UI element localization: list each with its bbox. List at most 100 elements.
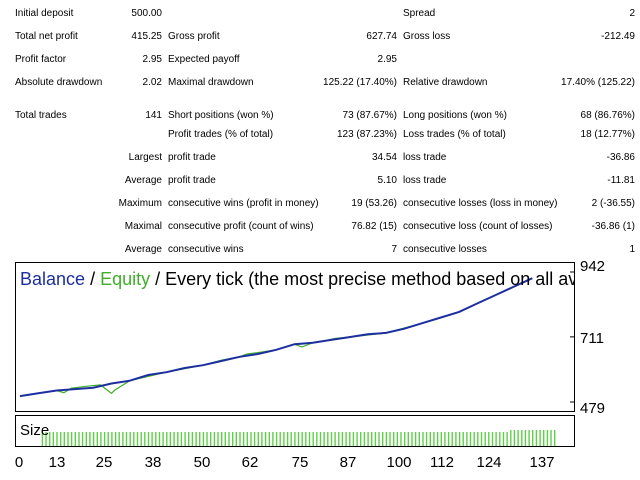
size-bar xyxy=(539,430,541,446)
report-label: Total net profit xyxy=(15,31,78,42)
size-bar xyxy=(389,432,391,446)
report-label: Profit trades (% of total) xyxy=(168,129,274,140)
size-bar xyxy=(144,432,146,446)
size-bar xyxy=(458,432,461,446)
report-label: consecutive losses (loss in money) xyxy=(403,198,558,209)
size-bar xyxy=(374,432,377,446)
size-bar xyxy=(169,432,172,446)
size-bar xyxy=(239,432,241,446)
report-value: 7 xyxy=(391,244,397,255)
size-bar xyxy=(155,432,157,446)
size-bar xyxy=(444,432,446,446)
size-bar xyxy=(513,430,516,446)
size-bar xyxy=(246,432,248,446)
size-bar xyxy=(111,432,113,446)
size-bar xyxy=(74,432,76,446)
size-bar xyxy=(151,432,153,446)
report-value: 415.25 xyxy=(131,31,162,42)
x-tick-label: 100 xyxy=(386,454,412,471)
size-bar xyxy=(532,430,534,446)
size-bar xyxy=(502,432,505,446)
size-bar xyxy=(378,432,380,446)
size-bar xyxy=(89,432,91,446)
size-bar xyxy=(180,432,183,446)
size-bar xyxy=(312,432,314,446)
report-label: Long positions (won %) xyxy=(403,110,507,121)
size-bar xyxy=(554,430,556,446)
size-bar xyxy=(477,432,479,446)
size-bar xyxy=(195,432,197,446)
report-value: 2.95 xyxy=(142,54,162,65)
size-bar xyxy=(506,432,508,446)
size-bar xyxy=(352,432,355,446)
report-row: Total net profit 415.25 Gross profit 627.74… xyxy=(0,28,640,46)
chart-title-sep: / xyxy=(85,269,101,289)
report-value: 627.74 xyxy=(366,31,397,42)
size-bar xyxy=(488,432,490,446)
size-bar xyxy=(210,432,212,446)
size-bars xyxy=(41,430,556,446)
size-bar xyxy=(235,432,237,446)
size-bar xyxy=(341,432,344,446)
size-bar xyxy=(250,432,252,446)
size-bar xyxy=(524,430,527,446)
size-bar xyxy=(382,432,384,446)
report-value: Maximal xyxy=(124,221,162,232)
chart-title: Balance / Equity / Every tick (the most … xyxy=(20,269,574,290)
size-bar xyxy=(495,432,497,446)
size-bar xyxy=(440,432,442,446)
size-bar xyxy=(480,432,483,446)
size-bar xyxy=(56,432,58,446)
size-bar xyxy=(422,432,424,446)
report-value: -36.86 (1) xyxy=(591,221,635,232)
size-bar xyxy=(166,432,168,446)
report-row: Maximal consecutive profit (count of wins… xyxy=(0,218,640,236)
report-value: -11.81 xyxy=(607,175,635,186)
size-panel: Size xyxy=(15,415,575,447)
size-bar xyxy=(425,432,428,446)
report-value: 5.10 xyxy=(377,175,397,186)
report-row: Average profit trade 5.10 loss trade -11.81 xyxy=(0,172,640,190)
x-axis: 0 13 25 38 50 62 75 87 100 112 124 137 xyxy=(0,450,640,476)
size-bar xyxy=(261,432,263,446)
size-bar xyxy=(264,432,267,446)
x-tick-label: 25 xyxy=(95,454,113,471)
size-bar xyxy=(455,432,457,446)
size-bar xyxy=(129,432,131,446)
size-bar xyxy=(418,432,420,446)
size-bar xyxy=(363,432,366,446)
size-bar xyxy=(360,432,362,446)
size-bar xyxy=(162,432,164,446)
x-tick-label: 87 xyxy=(339,454,357,471)
y-tick-label-bottom: 479 xyxy=(580,400,606,417)
x-tick-label: 137 xyxy=(529,454,555,471)
size-bar xyxy=(433,432,435,446)
report-label: loss trade xyxy=(403,152,447,163)
size-bar xyxy=(118,432,120,446)
size-bar xyxy=(96,432,98,446)
report-value: Average xyxy=(124,175,162,186)
size-bar xyxy=(404,432,406,446)
size-bar xyxy=(158,432,161,446)
size-bar xyxy=(191,432,194,446)
report-value: 2.02 xyxy=(142,77,162,88)
size-bar xyxy=(338,432,340,446)
size-bar xyxy=(199,432,201,446)
size-bar xyxy=(473,432,475,446)
chart-plot xyxy=(19,271,574,403)
size-bar xyxy=(92,432,95,446)
report-label: Short positions (won %) xyxy=(168,110,274,121)
size-bar xyxy=(334,432,336,446)
size-bar xyxy=(60,432,62,446)
size-bar xyxy=(491,432,494,446)
report-label: Gross loss xyxy=(403,31,451,42)
size-bar xyxy=(217,432,219,446)
size-bar xyxy=(221,432,223,446)
size-bar xyxy=(451,432,453,446)
balance-chart: Balance / Equity / Every tick (the most … xyxy=(15,262,575,412)
report-value: 19 (53.26) xyxy=(351,198,397,209)
size-bar xyxy=(49,432,51,446)
size-bar xyxy=(510,430,512,446)
report-value: Average xyxy=(124,244,162,255)
size-bar xyxy=(188,432,190,446)
